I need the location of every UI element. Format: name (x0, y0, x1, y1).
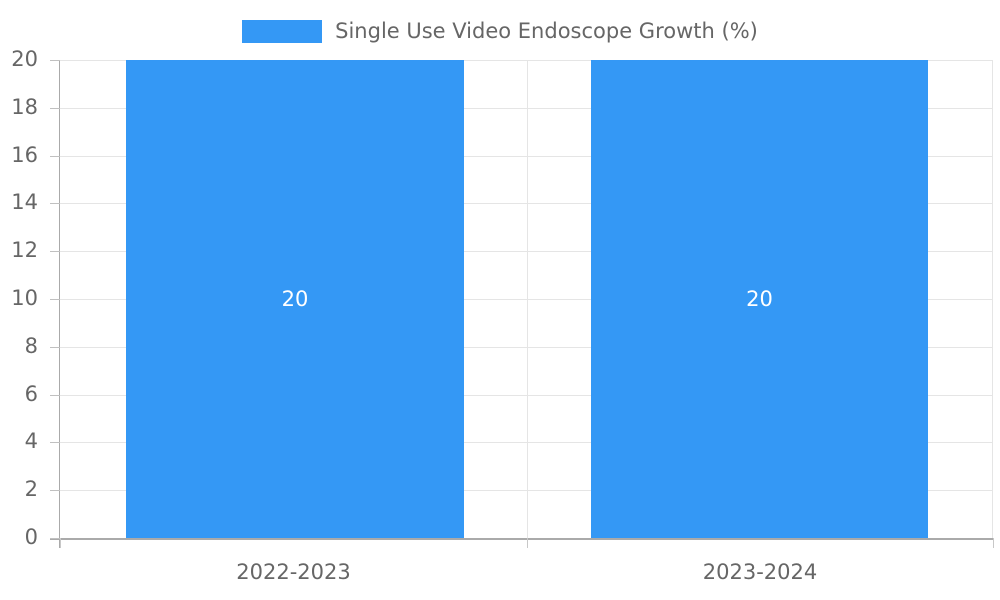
y-tick-8 (50, 347, 60, 348)
x-axis-label-2022-2023: 2022-2023 (236, 560, 351, 584)
y-tick-6 (50, 395, 60, 396)
gridline-y-10 (60, 299, 993, 300)
y-tick-16 (50, 156, 60, 157)
x-tick-category-divider (527, 538, 528, 548)
y-tick-10 (50, 299, 60, 300)
x-tick-right-edge (993, 538, 994, 548)
legend-color-swatch (242, 19, 323, 43)
y-tick-14 (50, 203, 60, 204)
chart-legend: Single Use Video Endoscope Growth (%) (0, 14, 1000, 48)
gridline-y-2 (60, 490, 993, 491)
gridline-x-right-edge (992, 60, 993, 538)
plot-area: 20 20 (60, 60, 993, 538)
x-axis-line (50, 538, 993, 540)
y-tick-4 (50, 442, 60, 443)
gridline-y-16 (60, 156, 993, 157)
legend-item-single-use-video-endoscope-growth[interactable]: Single Use Video Endoscope Growth (%) (242, 18, 758, 43)
gridline-x-category-divider (527, 60, 528, 538)
legend-label: Single Use Video Endoscope Growth (%) (335, 18, 758, 43)
gridline-y-14 (60, 203, 993, 204)
y-tick-18 (50, 108, 60, 109)
y-tick-20 (50, 60, 60, 61)
bar-value-label: 20 (281, 287, 309, 311)
gridline-y-12 (60, 251, 993, 252)
y-tick-12 (50, 251, 60, 252)
y-tick-0 (50, 538, 60, 539)
gridline-y-6 (60, 395, 993, 396)
bar-2022-2023[interactable]: 20 (126, 60, 464, 538)
bar-value-label: 20 (746, 287, 773, 311)
x-axis-label-2023-2024: 2023-2024 (702, 560, 818, 584)
y-tick-2 (50, 490, 60, 491)
gridline-y-18 (60, 108, 993, 109)
y-axis-line (59, 60, 60, 548)
gridline-y-8 (60, 347, 993, 348)
x-tick-left-edge (60, 538, 61, 548)
gridline-y-20 (60, 60, 993, 61)
bar-2023-2024[interactable]: 20 (591, 60, 928, 538)
gridline-y-4 (60, 442, 993, 443)
